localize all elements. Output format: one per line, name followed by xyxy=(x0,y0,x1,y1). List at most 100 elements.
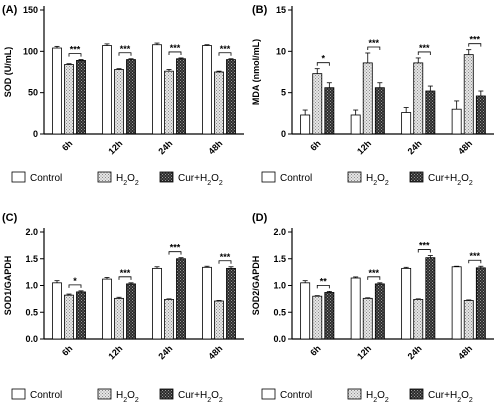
panel-2: (C) SOD1/GAPDH 0.0 0.5 1.0 1.5 2.0 * 6h *** 12h ***… xyxy=(2,212,244,404)
significance-label: *** xyxy=(419,43,430,53)
bar-cur-h2o2 xyxy=(76,291,86,340)
legend-label-1: H2O2 xyxy=(366,173,389,187)
bar-h2o2 xyxy=(463,300,474,340)
y-tick-label: 5 xyxy=(281,88,286,98)
y-axis-label: SOD1/GAPDH xyxy=(3,256,13,316)
bar-control xyxy=(451,108,462,135)
significance-label: *** xyxy=(419,241,430,251)
bar-h2o2 xyxy=(413,299,424,340)
significance-bracket xyxy=(68,53,82,57)
panel-0: (A) SOD (U/mL) 0 50 100 150 *** 6h *** 12h *** 24h *… xyxy=(2,4,244,187)
significance-label: * xyxy=(73,276,77,286)
bar-control xyxy=(451,266,462,340)
legend-label-2: Cur+H2O2 xyxy=(178,390,223,404)
bar-h2o2 xyxy=(64,64,74,135)
significance-bracket xyxy=(316,284,330,289)
x-tick-label: 24h xyxy=(156,138,174,156)
legend-label-2: Cur+H2O2 xyxy=(178,173,223,187)
significance-bracket xyxy=(417,51,431,55)
significance-bracket xyxy=(417,249,431,253)
bar-control xyxy=(152,44,162,135)
legend-label-2: Cur+H2O2 xyxy=(428,390,473,404)
significance-bracket xyxy=(168,251,182,255)
bar-control xyxy=(350,114,361,135)
bar-control xyxy=(300,114,311,135)
x-tick-label: 6h xyxy=(60,343,75,358)
bar-control xyxy=(52,47,62,135)
y-tick-label: 2.0 xyxy=(25,227,38,237)
legend-label-1: H2O2 xyxy=(116,173,139,187)
x-tick-label: 48h xyxy=(206,343,224,361)
significance-label: *** xyxy=(470,251,481,261)
x-tick-label: 6h xyxy=(308,343,323,358)
bar-control xyxy=(152,267,162,340)
bar-cur-h2o2 xyxy=(374,283,385,340)
y-tick-label: 1.0 xyxy=(25,281,38,291)
significance-bracket xyxy=(118,276,132,280)
bar-h2o2 xyxy=(214,300,224,340)
bar-cur-h2o2 xyxy=(176,258,186,340)
panel-label: (D) xyxy=(252,212,268,224)
significance-label: *** xyxy=(170,43,181,53)
bar-h2o2 xyxy=(312,73,323,135)
y-tick-label: 1.0 xyxy=(273,281,286,291)
significance-label: *** xyxy=(120,44,131,54)
bar-cur-h2o2 xyxy=(324,87,335,135)
legend-label-0: Control xyxy=(30,173,62,184)
bar-h2o2 xyxy=(362,62,373,135)
y-tick-label: 0 xyxy=(281,129,286,139)
x-tick-label: 48h xyxy=(206,138,224,156)
x-tick-label: 12h xyxy=(355,343,373,361)
panel-3: (D) SOD2/GAPDH 0.0 0.5 1.0 1.5 2.0 ** 6h *** 12h **… xyxy=(251,212,494,404)
bar-cur-h2o2 xyxy=(76,60,86,135)
significance-bracket xyxy=(68,284,82,288)
bar-cur-h2o2 xyxy=(475,267,486,340)
bar-h2o2 xyxy=(413,62,424,135)
x-tick-label: 24h xyxy=(156,343,174,361)
bar-control xyxy=(52,282,62,340)
significance-bracket xyxy=(316,62,330,66)
y-tick-label: 15 xyxy=(276,5,286,15)
legend-swatch-1 xyxy=(347,388,362,400)
panel-label: (A) xyxy=(2,4,18,16)
legend-swatch-0 xyxy=(11,388,26,400)
legend-swatch-1 xyxy=(347,171,362,183)
bar-h2o2 xyxy=(114,297,124,340)
legend-label-0: Control xyxy=(280,390,312,401)
bar-cur-h2o2 xyxy=(374,87,385,135)
significance-bracket xyxy=(218,52,232,56)
bar-h2o2 xyxy=(312,295,323,340)
x-tick-label: 24h xyxy=(406,138,424,156)
x-tick-label: 12h xyxy=(355,138,373,156)
y-tick-label: 10 xyxy=(276,46,286,56)
significance-bracket xyxy=(468,43,482,47)
legend-swatch-2 xyxy=(159,388,174,400)
legend-swatch-2 xyxy=(159,171,174,183)
bar-cur-h2o2 xyxy=(475,95,486,135)
bar-control xyxy=(300,282,311,340)
bar-control xyxy=(350,277,361,340)
bar-cur-h2o2 xyxy=(176,58,186,135)
bar-control xyxy=(202,45,212,135)
y-tick-label: 0.5 xyxy=(25,307,38,317)
bar-h2o2 xyxy=(362,297,373,340)
legend-label-0: Control xyxy=(30,390,62,401)
y-tick-label: 0.0 xyxy=(273,334,286,344)
bar-cur-h2o2 xyxy=(425,90,436,135)
bar-h2o2 xyxy=(164,299,174,340)
legend-swatch-0 xyxy=(261,171,276,183)
x-tick-label: 12h xyxy=(106,343,124,361)
bar-control xyxy=(102,278,112,340)
y-tick-label: 100 xyxy=(23,46,38,56)
significance-label: *** xyxy=(470,35,481,45)
bar-control xyxy=(401,267,412,340)
y-tick-label: 1.5 xyxy=(25,254,38,264)
y-tick-label: 0.5 xyxy=(273,307,286,317)
bar-cur-h2o2 xyxy=(226,267,236,340)
significance-bracket xyxy=(168,51,182,55)
legend-swatch-1 xyxy=(97,388,112,400)
x-tick-label: 6h xyxy=(60,138,75,153)
significance-bracket xyxy=(367,46,381,50)
significance-bracket xyxy=(468,259,482,264)
